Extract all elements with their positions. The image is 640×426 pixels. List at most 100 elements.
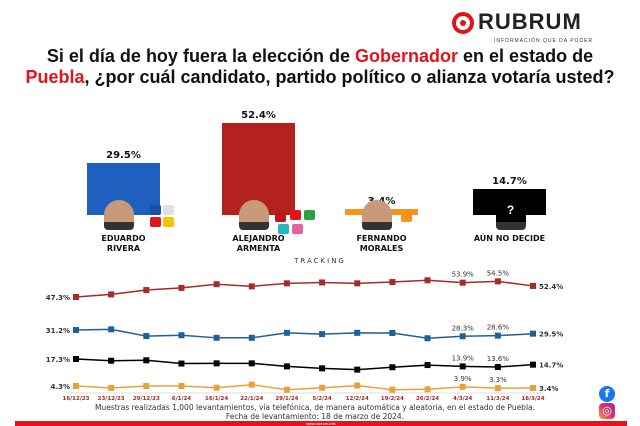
series-point xyxy=(178,332,185,339)
series-point xyxy=(354,280,361,287)
x-tick-label: 16/12/23 xyxy=(63,396,90,402)
x-tick-label: 18/3/24 xyxy=(521,396,544,402)
bar-value-label: 52.4% xyxy=(241,110,276,122)
instagram-icon[interactable]: ◎ xyxy=(599,403,615,419)
x-tick-label: 11/3/24 xyxy=(486,396,509,402)
party-logo-icon xyxy=(150,205,161,215)
candidate-photo xyxy=(238,200,269,230)
series-point xyxy=(354,382,361,389)
note-line-2: Fecha de levantamiento: 18 de marzo de 2… xyxy=(225,412,405,421)
series-point xyxy=(494,364,501,371)
bar-value-label: 14.7% xyxy=(492,176,527,188)
series-point xyxy=(178,284,185,291)
series-data-label: 13.9% xyxy=(452,354,475,362)
series-line-0 xyxy=(75,279,534,298)
series-point xyxy=(178,383,185,389)
party-logo-icon xyxy=(163,205,174,215)
series-data-label: 47.3% xyxy=(46,294,70,302)
series-point xyxy=(108,326,115,333)
title-highlight-state: Puebla xyxy=(25,67,85,87)
x-tick-label: 6/1/24 xyxy=(172,396,191,402)
series-line-2 xyxy=(75,358,534,371)
x-tick-label: 16/1/24 xyxy=(205,396,228,402)
logo-ring-icon xyxy=(452,12,474,34)
series-point xyxy=(73,327,79,333)
series-data-label: 14.7% xyxy=(539,362,563,370)
series-point xyxy=(283,329,290,336)
series-point xyxy=(530,361,536,368)
series-point xyxy=(143,287,150,294)
series-point xyxy=(319,279,326,286)
party-logo-icon xyxy=(163,217,174,227)
title-text: en el estado de xyxy=(458,46,594,66)
series-data-label: 52.4% xyxy=(539,283,563,291)
series-data-label: 31.2% xyxy=(46,327,70,335)
x-tick-label: 19/2/24 xyxy=(381,396,404,402)
series-point xyxy=(530,330,536,337)
series-point xyxy=(389,386,396,393)
candidate-name: AÚN NO DECIDE xyxy=(473,234,546,243)
unknown-person-icon: ? xyxy=(495,200,526,230)
series-data-label: 54.5% xyxy=(487,270,510,277)
series-point xyxy=(530,282,536,289)
footer-bar[interactable]: www.rubrum.info xyxy=(15,421,627,426)
series-data-label: 17.3% xyxy=(46,356,70,364)
bar-value-label: 29.5% xyxy=(106,150,141,162)
title-text: Si el día de hoy fuera la elección de xyxy=(46,46,356,66)
series-point xyxy=(530,384,536,391)
series-point xyxy=(143,383,150,389)
series-point xyxy=(108,384,115,391)
party-logo-icon xyxy=(290,210,301,220)
series-point xyxy=(213,281,220,288)
series-point xyxy=(389,364,396,371)
series-point xyxy=(424,277,431,284)
series-data-label: 4.3% xyxy=(51,383,70,391)
party-logo-icon xyxy=(278,224,289,234)
bar-1 xyxy=(222,123,295,215)
candidate-photo xyxy=(103,200,134,230)
series-point xyxy=(73,383,79,389)
title-text: , ¿por cuál candidato, partido político … xyxy=(84,67,615,87)
party-logo-icon xyxy=(292,224,303,234)
chart-title: Si el día de hoy fuera la elección de Go… xyxy=(20,46,620,88)
title-highlight-office: Gobernador xyxy=(355,46,459,66)
series-point xyxy=(108,291,115,298)
facebook-icon[interactable]: f xyxy=(599,386,615,402)
series-data-label: 3.3% xyxy=(489,376,507,384)
series-data-label: 13.6% xyxy=(487,355,510,363)
candidate-photo xyxy=(361,200,392,230)
methodology-note: Muestras realizadas 1,000 levantamientos… xyxy=(40,403,590,421)
series-point xyxy=(248,360,255,367)
series-point xyxy=(73,294,79,300)
series-point xyxy=(283,280,290,287)
series-data-label: 3.9% xyxy=(454,375,472,383)
series-point xyxy=(424,362,431,369)
series-line-1 xyxy=(75,328,534,339)
party-logo-icon xyxy=(304,210,315,220)
series-point xyxy=(178,360,185,367)
series-data-label: 53.9% xyxy=(452,271,475,279)
candidate-name: EDUARDO RIVERA xyxy=(101,234,146,253)
candidate-name: ALEJANDRO ARMENTA xyxy=(232,234,285,253)
x-tick-label: 23/12/23 xyxy=(98,396,125,402)
series-line-3 xyxy=(75,383,534,391)
series-point xyxy=(424,335,431,342)
x-tick-label: 29/1/24 xyxy=(275,396,298,402)
series-point xyxy=(248,283,255,290)
series-point xyxy=(424,386,431,393)
series-point xyxy=(248,334,255,341)
series-point xyxy=(283,363,290,370)
series-data-label: 3.4% xyxy=(539,385,558,393)
x-tick-label: 29/12/23 xyxy=(133,396,160,402)
party-logo-icon xyxy=(275,212,286,222)
series-point xyxy=(494,332,501,339)
x-tick-label: 12/2/24 xyxy=(346,396,369,402)
series-point xyxy=(389,330,396,337)
series-point xyxy=(73,356,79,362)
rubrum-logo: RUBRUM INFORMACIÓN QUE DA PODER xyxy=(452,10,612,46)
x-tick-label: 22/1/24 xyxy=(240,396,263,402)
x-tick-label: 26/2/24 xyxy=(416,396,439,402)
series-point xyxy=(108,357,115,364)
note-line-1: Muestras realizadas 1,000 levantamientos… xyxy=(94,403,536,412)
tracking-title: TRACKING xyxy=(294,257,346,265)
